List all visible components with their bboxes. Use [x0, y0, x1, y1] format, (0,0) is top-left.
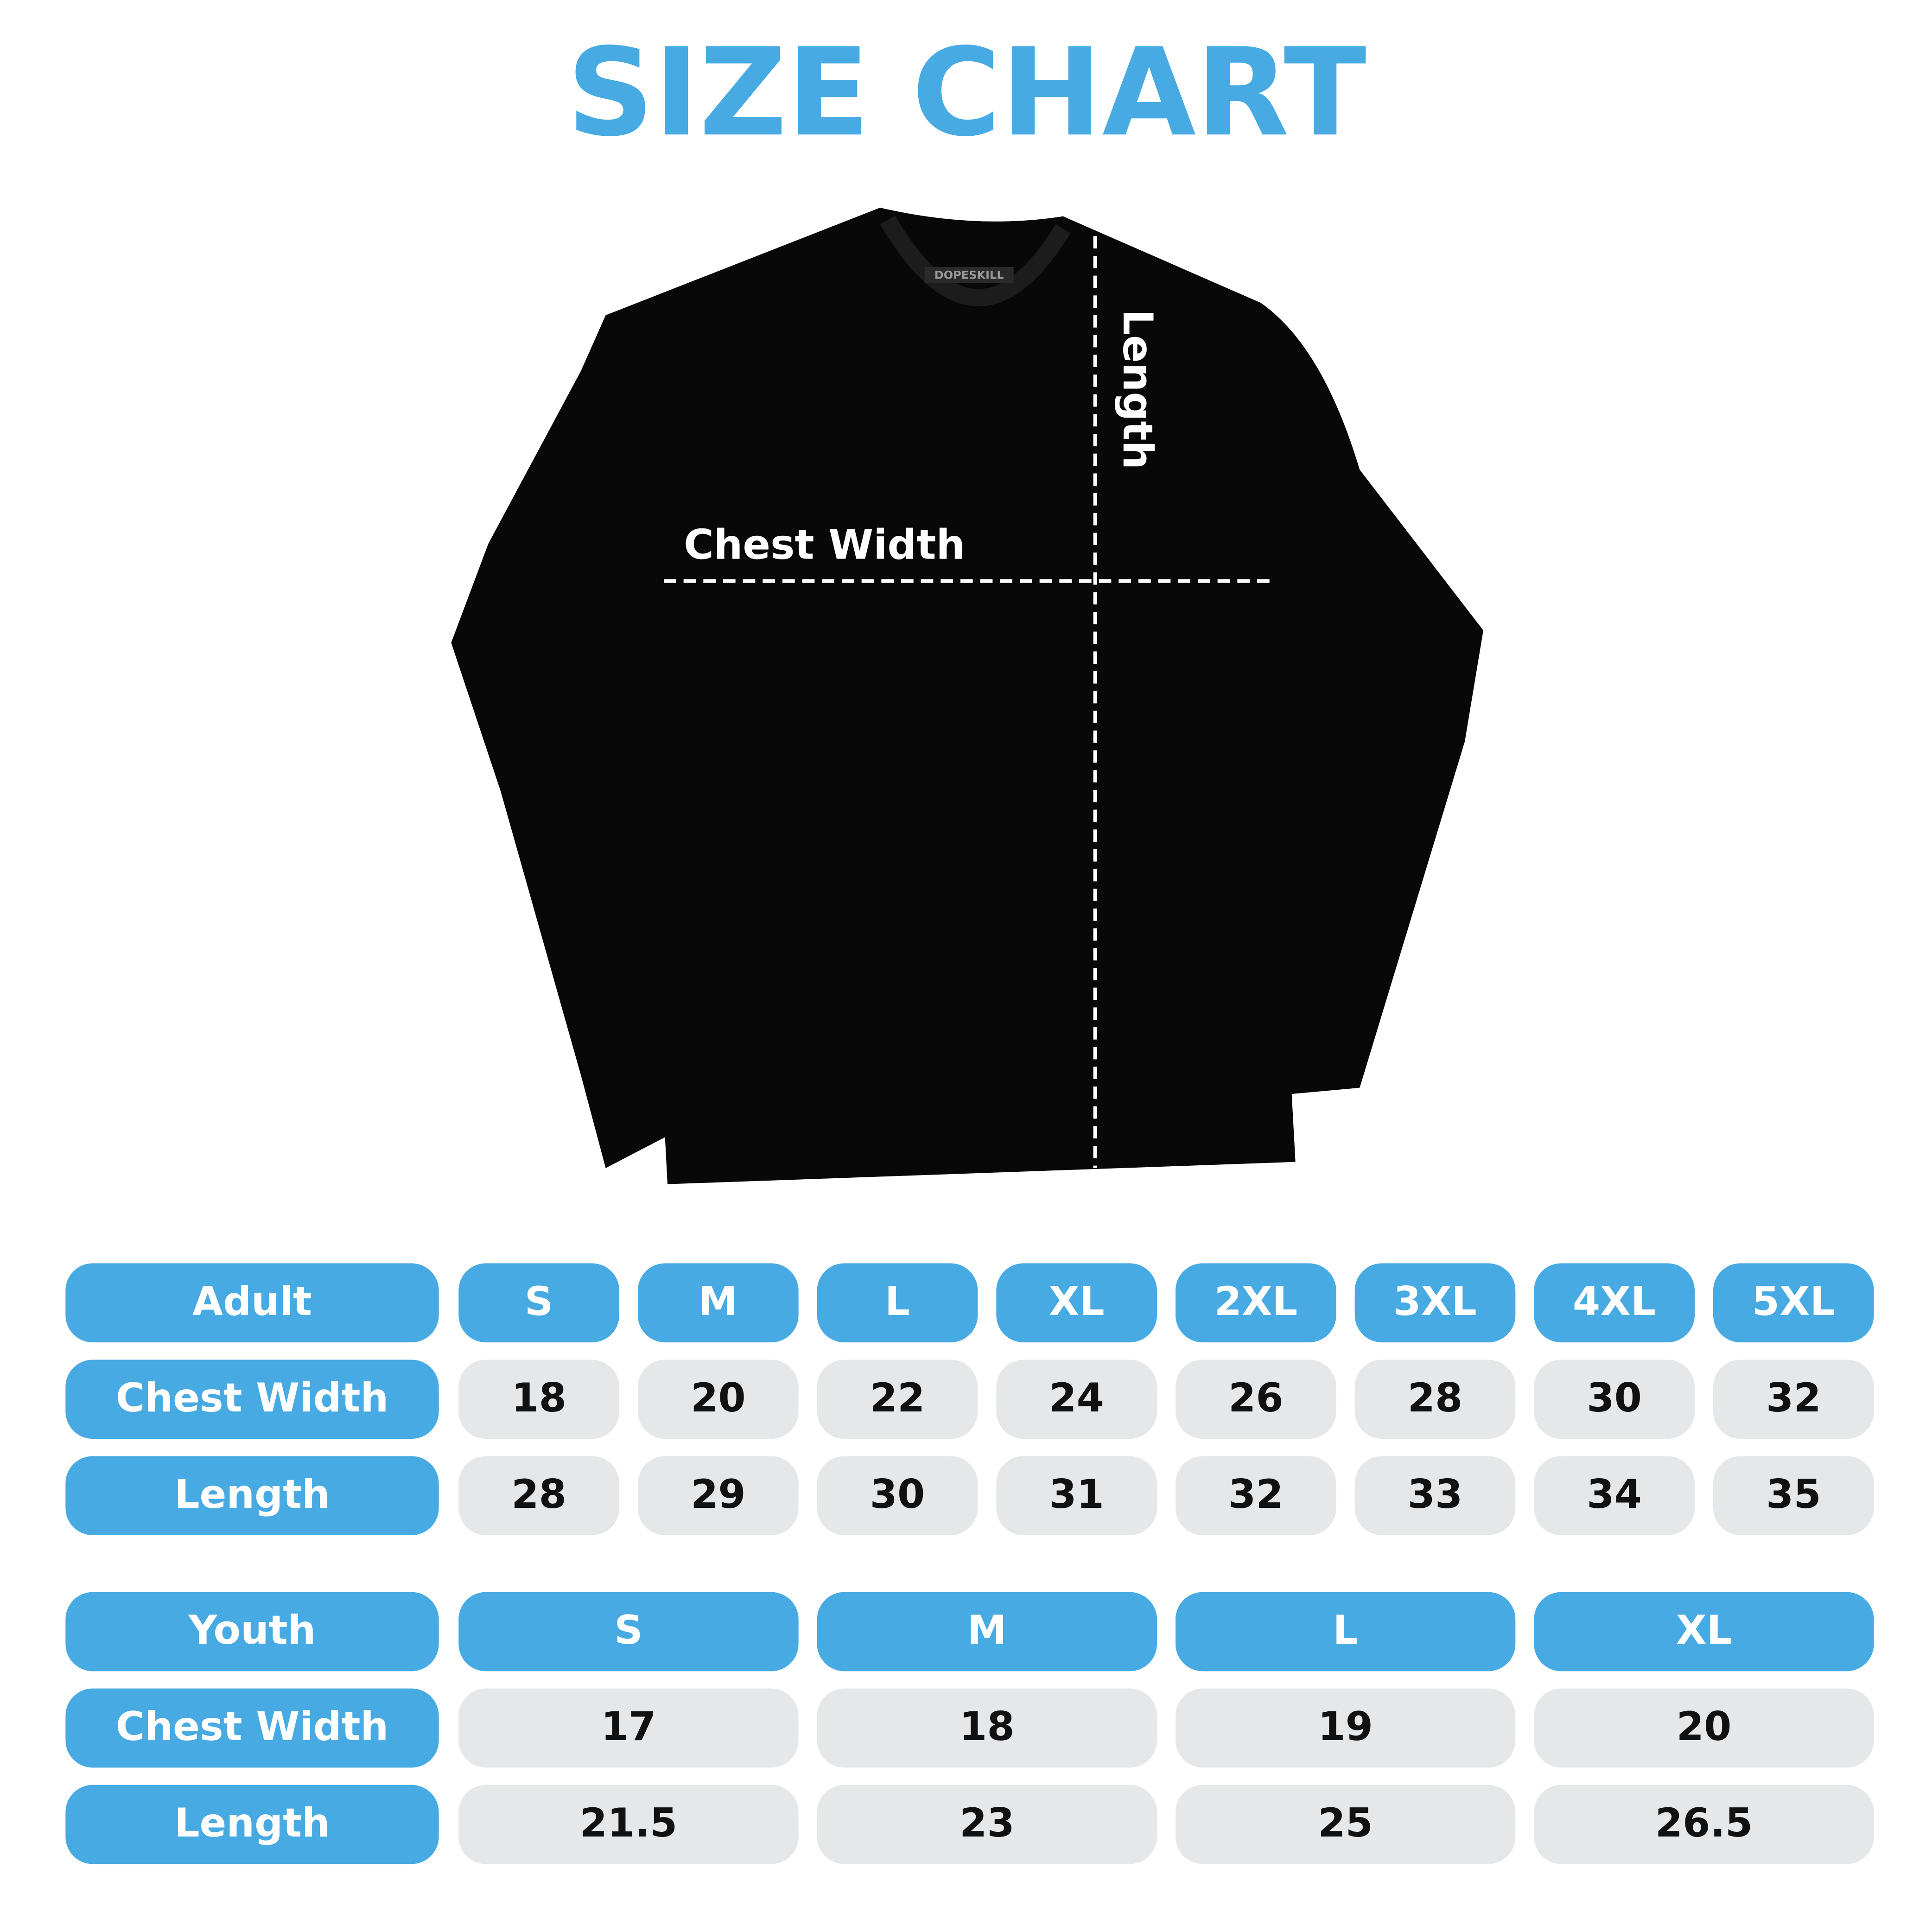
value-text: 32: [1766, 1375, 1821, 1421]
header-text: 2XL: [1214, 1279, 1298, 1325]
header-text: S: [525, 1279, 553, 1325]
header-cell: [1713, 1263, 1874, 1342]
shirt-collar: [880, 216, 1071, 306]
header-cell: [817, 1263, 978, 1342]
header-text: M: [967, 1608, 1007, 1653]
value-cell: [1176, 1456, 1336, 1535]
header-cell: [817, 1592, 1157, 1671]
value-text: 20: [1677, 1704, 1732, 1750]
header-cell: [638, 1263, 799, 1342]
value-text: 35: [1766, 1472, 1821, 1518]
value-cell: [1176, 1688, 1516, 1768]
value-text: 23: [960, 1800, 1015, 1846]
header-text: Chest Width: [116, 1375, 389, 1421]
header-text: S: [614, 1608, 642, 1653]
chest-label: Chest Width: [684, 521, 965, 568]
value-text: 28: [1408, 1375, 1463, 1421]
value-cell: [1176, 1785, 1516, 1864]
header-cell: [458, 1263, 619, 1342]
value-cell: [817, 1688, 1157, 1768]
value-cell: [458, 1456, 619, 1535]
shirt: DOPESKILL Chest Width Length: [451, 208, 1484, 1184]
value-text: 20: [691, 1375, 746, 1421]
value-cell: [1534, 1360, 1695, 1439]
brand-tag: [924, 267, 1014, 283]
title: SIZE CHART: [567, 22, 1367, 163]
value-text: 24: [1049, 1375, 1104, 1421]
value-cell: [817, 1360, 978, 1439]
value-cell: [458, 1688, 799, 1768]
value-text: 30: [870, 1472, 925, 1518]
header-text: Length: [174, 1800, 330, 1846]
value-text: 21.5: [580, 1800, 678, 1846]
value-cell: [1176, 1360, 1336, 1439]
value-cell: [458, 1785, 799, 1864]
value-text: 25: [1318, 1800, 1373, 1846]
value-cell: [817, 1456, 978, 1535]
value-cell: [458, 1360, 619, 1439]
header-cell: [458, 1592, 799, 1671]
value-cell: [1534, 1688, 1874, 1768]
header-cell: [65, 1263, 439, 1342]
header-cell: [1176, 1263, 1336, 1342]
header-cell: [996, 1263, 1157, 1342]
header-text: XL: [1676, 1608, 1732, 1653]
value-text: 17: [601, 1704, 656, 1750]
value-text: 28: [511, 1472, 566, 1518]
brand-label: DOPESKILL: [934, 269, 1004, 282]
header-cell: [1534, 1592, 1874, 1671]
value-cell: [996, 1360, 1157, 1439]
value-cell: [817, 1785, 1157, 1864]
header-text: 5XL: [1752, 1279, 1836, 1325]
length-label: Length: [1114, 309, 1162, 470]
header-cell: [65, 1592, 439, 1671]
header-cell: [1534, 1263, 1695, 1342]
header-text: Chest Width: [116, 1704, 389, 1750]
value-text: 30: [1587, 1375, 1642, 1421]
value-text: 26: [1228, 1375, 1284, 1421]
value-cell: [1534, 1456, 1695, 1535]
value-text: 22: [870, 1375, 925, 1421]
value-cell: [1354, 1360, 1516, 1439]
header-text: Youth: [188, 1608, 316, 1653]
value-text: 29: [691, 1472, 746, 1518]
value-text: 18: [511, 1375, 566, 1421]
header-cell: [65, 1360, 439, 1439]
header-text: Length: [174, 1472, 330, 1518]
value-cell: [996, 1456, 1157, 1535]
header-cell: [1176, 1592, 1516, 1671]
value-text: 32: [1228, 1472, 1284, 1518]
value-text: 18: [960, 1704, 1015, 1750]
value-cell: [1713, 1456, 1874, 1535]
header-cell: [1354, 1263, 1516, 1342]
value-text: 33: [1408, 1472, 1463, 1518]
header-text: L: [885, 1279, 910, 1325]
header-cell: [65, 1688, 439, 1768]
value-cell: [1354, 1456, 1516, 1535]
header-text: L: [1333, 1608, 1358, 1653]
value-text: 34: [1587, 1472, 1642, 1518]
header-text: XL: [1049, 1279, 1105, 1325]
shirt-body: [451, 208, 1484, 1184]
header-text: 4XL: [1573, 1279, 1656, 1325]
value-cell: [1713, 1360, 1874, 1439]
value-cell: [638, 1360, 799, 1439]
header-cell: [65, 1456, 439, 1535]
value-text: 19: [1318, 1704, 1373, 1750]
value-cell: [638, 1456, 799, 1535]
header-cell: [65, 1785, 439, 1864]
value-text: 31: [1049, 1472, 1104, 1518]
value-text: 26.5: [1655, 1800, 1753, 1846]
value-cell: [1534, 1785, 1874, 1864]
header-text: 3XL: [1393, 1279, 1477, 1325]
header-text: Adult: [192, 1279, 312, 1325]
header-text: M: [699, 1279, 738, 1325]
